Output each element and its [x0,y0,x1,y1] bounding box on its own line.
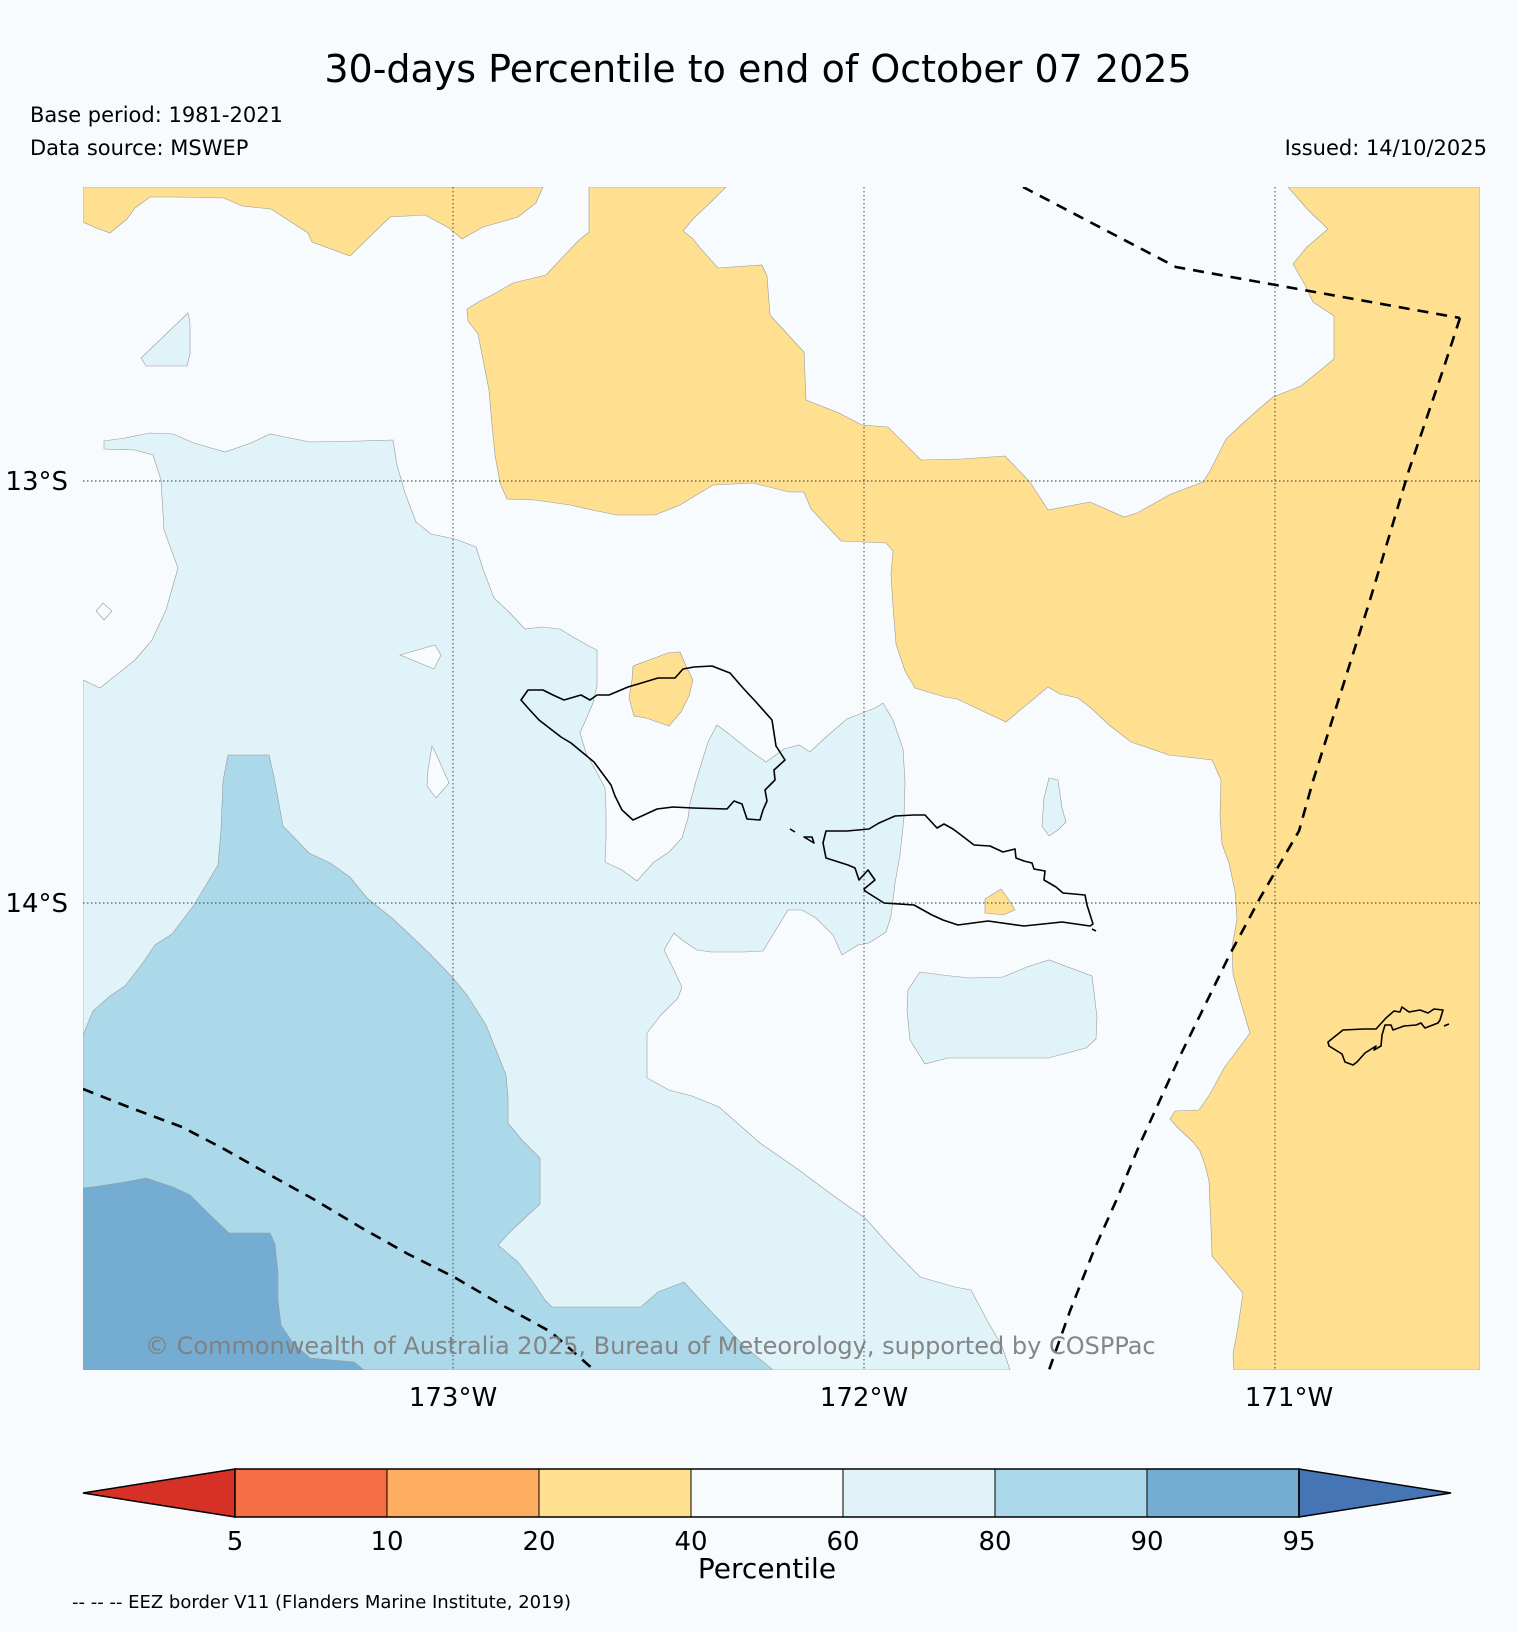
issued-text: Issued: 14/10/2025 [1285,136,1487,160]
hole-triangle [426,745,450,799]
hole-sliver [399,644,442,670]
figure-title: 30-days Percentile to end of October 07 … [324,47,1191,91]
percentile-20-40-regions [83,187,1480,1370]
colorbar-segment-80-90 [994,1468,1148,1518]
coastline-speck-2 [1091,928,1097,932]
colorbar-tick-10: 10 [370,1527,403,1557]
eez-border-southwest [83,1087,595,1370]
data-source-text: Data source: MSWEP [30,136,248,160]
region-southwest-corner-darker-blue [83,1177,365,1370]
region-center-ellipse-light-blue [906,959,1098,1065]
colorbar-segment-10-20 [386,1468,540,1518]
region-north-speck-light-blue [140,312,191,367]
eez-borders [83,187,1462,1370]
percentile-90-95-regions [83,1177,365,1370]
region-top-left-yellow [83,187,544,257]
colorbar-segment-5-10 [234,1468,388,1518]
map-gridlines [83,187,1480,1370]
region-top-center-yellow [466,187,1480,1370]
lon-label-173w: 173°W [409,1383,497,1413]
coastline-tutuila [1327,1006,1444,1066]
copyright-watermark: © Commonwealth of Australia 2025, Bureau… [145,1332,1156,1360]
colorbar: 5 10 20 40 60 80 90 95 Percentile [82,1468,1452,1585]
colorbar-tick-80: 80 [978,1527,1011,1557]
eez-border-northeast [1022,187,1461,320]
colorbar-tick-20: 20 [522,1527,555,1557]
hole-diamond [95,602,113,621]
colorbar-tick-40: 40 [674,1527,707,1557]
region-small-east-light-blue [1041,777,1067,837]
base-period-text: Base period: 1981-2021 [30,103,283,127]
colorbar-label: Percentile [698,1552,836,1585]
percentile-40-60-holes [95,602,450,799]
coastlines [520,665,1450,1066]
colorbar-segment-40-60 [690,1468,844,1518]
lat-label-13s: 13°S [5,467,68,497]
coastline-manono [803,836,815,844]
percentile-80-90-regions [83,754,774,1370]
coastline-upolu [822,814,1094,927]
colorbar-tick-90: 90 [1130,1527,1163,1557]
colorbar-segment-60-80 [842,1468,996,1518]
eez-footnote: -- -- -- EEZ border V11 (Flanders Marine… [72,1592,571,1613]
colorbar-segment-90-95 [1146,1468,1300,1518]
lon-label-171w: 171°W [1245,1383,1333,1413]
colorbar-tick-60: 60 [826,1527,859,1557]
colorbar-tick-95: 95 [1282,1527,1315,1557]
lat-label-14s: 14°S [5,889,68,919]
coastline-speck-1 [789,828,796,833]
map-area: © Commonwealth of Australia 2025, Bureau… [83,187,1480,1370]
region-island-yellow [628,651,694,727]
eez-border-east [1047,317,1462,1370]
colorbar-outline [234,1468,1300,1518]
colorbar-tick-5: 5 [227,1527,244,1557]
region-southwest-medium-blue [83,754,774,1370]
coastline-speck-3 [1443,1023,1450,1027]
region-small-yellow [984,888,1016,916]
coastline-savaii [520,665,786,821]
colorbar-segment-20-40 [538,1468,692,1518]
lon-label-172w: 172°W [820,1383,908,1413]
